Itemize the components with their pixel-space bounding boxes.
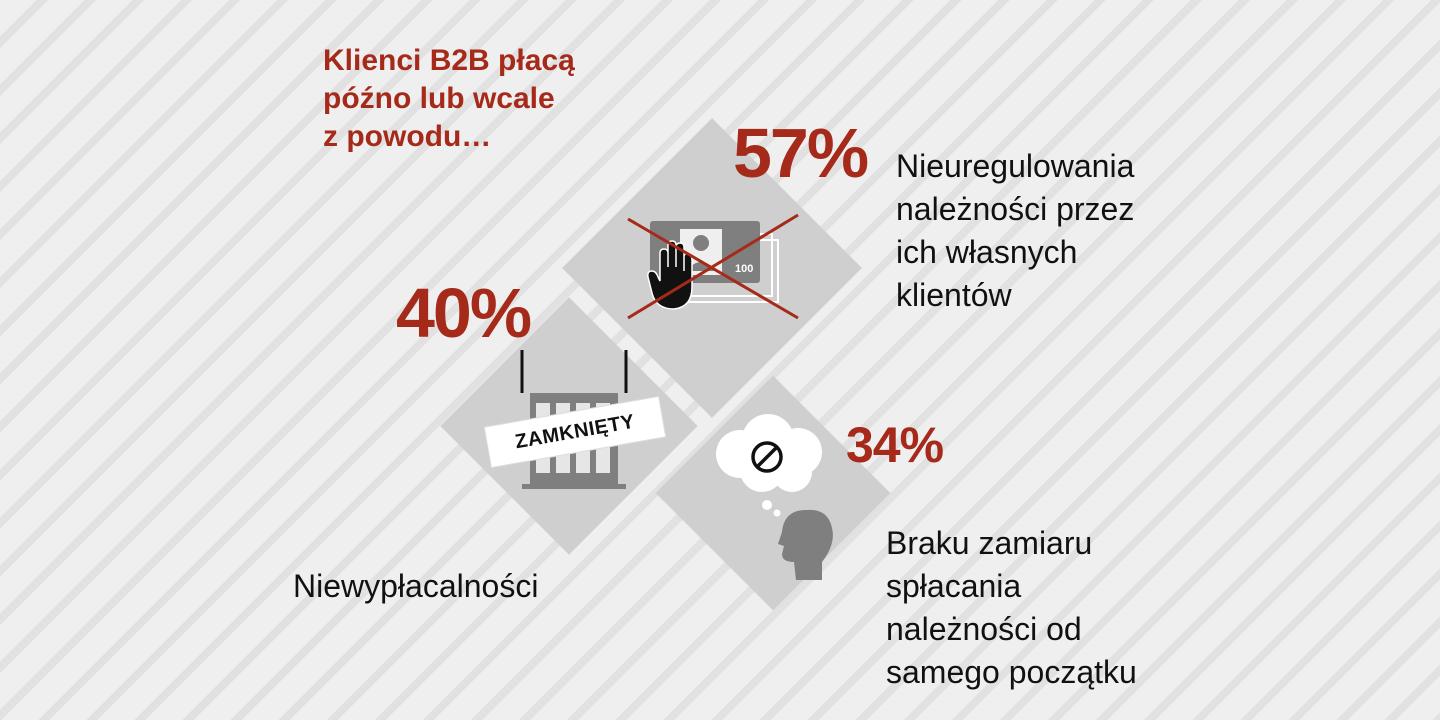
label-unpaid-by-own-clients: Nieuregulowania należności przez ich wła… bbox=[896, 145, 1134, 317]
title-line-3: z powodu… bbox=[323, 120, 492, 153]
percent-57: 57% bbox=[733, 114, 869, 192]
percent-34: 34% bbox=[846, 417, 944, 473]
label-line: samego początku bbox=[886, 654, 1137, 690]
person-thinking-no-sign-icon bbox=[716, 414, 833, 580]
label-line: Braku zamiaru bbox=[886, 525, 1093, 561]
label-line: klientów bbox=[896, 277, 1012, 313]
crossed-out-card-with-stop-hand-icon: 100 bbox=[627, 213, 799, 320]
percent-40: 40% bbox=[396, 274, 532, 352]
label-line: należności od bbox=[886, 611, 1082, 647]
title-line-2: późno lub wcale bbox=[323, 82, 555, 115]
label-line: spłacania bbox=[886, 568, 1022, 604]
label-insolvency: Niewypłacalności bbox=[293, 565, 538, 608]
label-line: Niewypłacalności bbox=[293, 568, 539, 604]
card-amount: 100 bbox=[735, 263, 753, 275]
label-no-intention-to-pay: Braku zamiaru spłacania należności od sa… bbox=[886, 522, 1137, 694]
title-line-1: Klienci B2B płacą bbox=[323, 44, 575, 77]
label-line: ich własnych bbox=[896, 234, 1078, 270]
infographic-title: Klienci B2B płacą późno lub wcale z powo… bbox=[323, 42, 575, 156]
label-line: Nieuregulowania bbox=[896, 148, 1135, 184]
label-line: należności przez bbox=[896, 191, 1135, 227]
